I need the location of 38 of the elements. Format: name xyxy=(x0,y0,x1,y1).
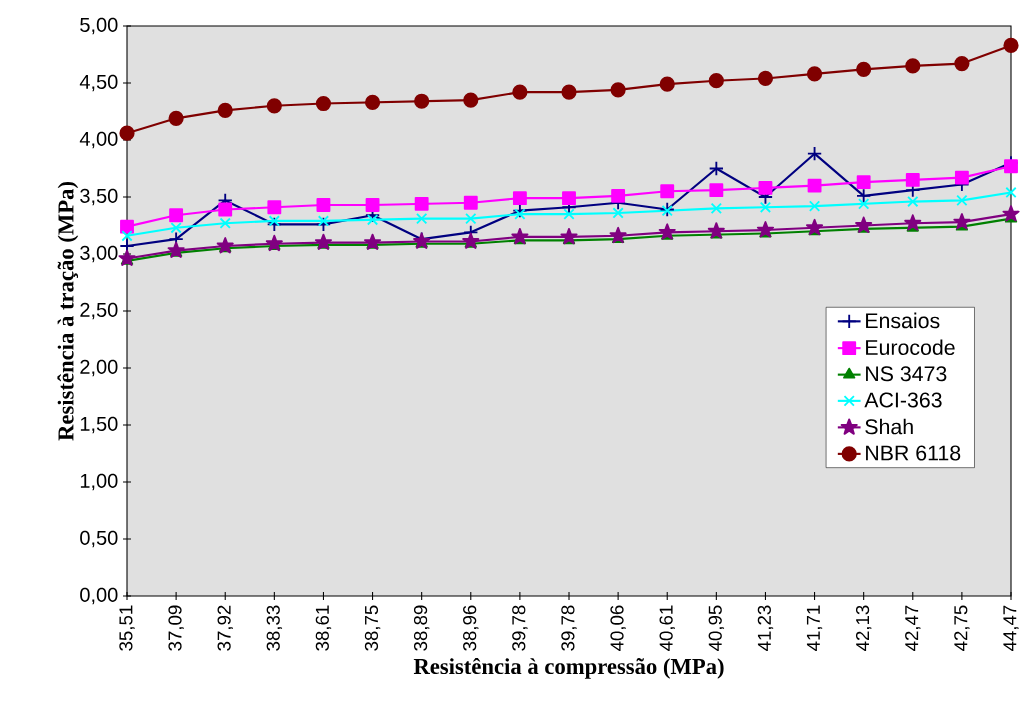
y-tick-label: 2,50 xyxy=(80,302,118,320)
x-tick-label: 39,78 xyxy=(561,605,577,651)
legend-label: NS 3473 xyxy=(866,366,947,382)
y-tick-label: 2,00 xyxy=(80,359,118,377)
x-tick-label: 37,92 xyxy=(217,605,233,651)
x-tick-label: 40,61 xyxy=(659,605,675,651)
x-tick-label: 38,96 xyxy=(463,605,479,651)
x-tick-label: 39,78 xyxy=(512,605,528,651)
legend-label: Ensaios xyxy=(866,312,940,329)
y-axis-title: Resistência à tração (MPa) xyxy=(57,182,79,441)
x-tick-label: 41,71 xyxy=(806,605,823,651)
x-axis-title: Resistência à compressão (MPa) xyxy=(413,657,724,679)
y-tick-label: 1,50 xyxy=(80,416,118,434)
legend-label: Shah xyxy=(865,418,913,435)
x-tick-label: 37,09 xyxy=(168,605,184,651)
x-tick-label: 40,06 xyxy=(610,605,626,651)
y-tick-label: 3,00 xyxy=(80,245,118,263)
x-tick-label: 42,75 xyxy=(954,605,970,651)
legend-label: Eurocode xyxy=(866,339,955,356)
y-tick-label: 1,00 xyxy=(80,473,118,491)
x-tick-label: 41,23 xyxy=(757,605,774,651)
x-tick-label: 42,47 xyxy=(905,605,921,651)
legend-label: ACI-363 xyxy=(864,392,942,408)
x-tick-label: 38,89 xyxy=(413,605,430,651)
y-tick-label: 4,50 xyxy=(79,74,118,92)
x-tick-label: 38,75 xyxy=(364,605,381,651)
y-tick-label: 3,50 xyxy=(80,188,118,206)
x-tick-label: 38,61 xyxy=(315,605,332,651)
legend-label: NBR 6118 xyxy=(866,445,961,461)
y-tick-label: 5,00 xyxy=(80,17,118,35)
x-tick-label: 35,51 xyxy=(119,605,135,651)
y-tick-label: 0,00 xyxy=(80,587,118,605)
y-tick-label: 0,50 xyxy=(80,530,118,548)
x-tick-label: 42,13 xyxy=(855,605,872,651)
x-tick-label: 44,47 xyxy=(1003,605,1019,651)
y-tick-label: 4,00 xyxy=(79,131,118,149)
x-tick-label: 40,95 xyxy=(708,605,725,651)
x-tick-label: 38,33 xyxy=(266,605,283,651)
